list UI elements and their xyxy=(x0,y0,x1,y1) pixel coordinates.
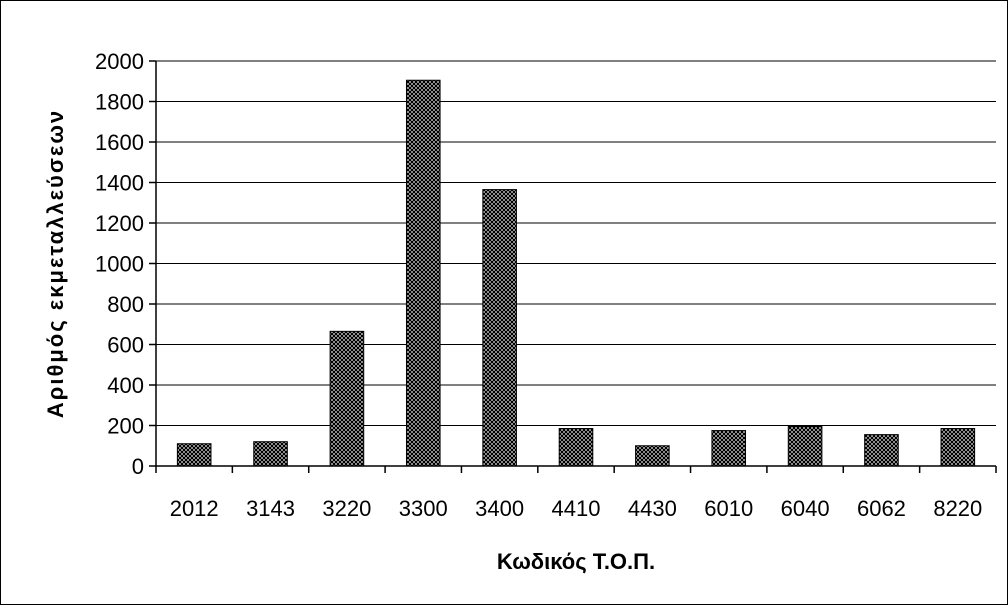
bar-6040 xyxy=(787,426,823,467)
y-tick-label: 600 xyxy=(107,333,144,358)
y-tick-label: 200 xyxy=(107,414,144,439)
bar-3300 xyxy=(405,79,441,467)
x-axis-title: Κωδικός Τ.Ο.Π. xyxy=(497,549,655,574)
bar-3400 xyxy=(482,189,517,467)
y-tick-label: 800 xyxy=(107,292,144,317)
x-tick-label: 8220 xyxy=(933,496,982,521)
bars xyxy=(176,79,976,467)
x-tick-label: 6062 xyxy=(857,496,906,521)
y-tick-label: 1600 xyxy=(95,130,144,155)
bar-4430 xyxy=(635,445,670,467)
x-tick-label: 4410 xyxy=(552,496,601,521)
y-tick-label: 1200 xyxy=(95,211,144,236)
y-tick-label: 1800 xyxy=(95,90,144,115)
y-tick-label: 400 xyxy=(107,373,144,398)
y-axis-title: Αριθμός εκμεταλλεύσεων xyxy=(43,109,68,418)
x-tick-label: 3400 xyxy=(475,496,524,521)
bar-2012 xyxy=(176,443,212,467)
x-tick-label: 6010 xyxy=(704,496,753,521)
y-tick-label: 0 xyxy=(132,454,144,479)
y-tick-label: 2000 xyxy=(95,49,144,74)
x-tick-label: 3143 xyxy=(246,496,295,521)
bar-8220 xyxy=(940,428,976,467)
x-tick-label: 2012 xyxy=(170,496,219,521)
bar-4410 xyxy=(558,428,594,467)
y-tick-label: 1000 xyxy=(95,252,144,277)
x-tick-label: 3220 xyxy=(322,496,371,521)
bar-6062 xyxy=(864,434,899,467)
y-tick-label: 1400 xyxy=(95,171,144,196)
gridlines xyxy=(156,60,996,426)
x-tick-label: 3300 xyxy=(399,496,448,521)
bar-6010 xyxy=(711,430,747,467)
x-tick-labels: 2012 3143 3220 3300 3400 4410 4430 6010 6040 6062… xyxy=(155,466,997,521)
x-tick-label: 6040 xyxy=(781,496,830,521)
bar-3143 xyxy=(253,441,288,467)
bar-3220 xyxy=(329,330,365,467)
y-tick-labels: 0 200 400 600 800 1000 1200 1400 1600 1800 2000 xyxy=(95,49,156,479)
x-tick-label: 4430 xyxy=(628,496,677,521)
